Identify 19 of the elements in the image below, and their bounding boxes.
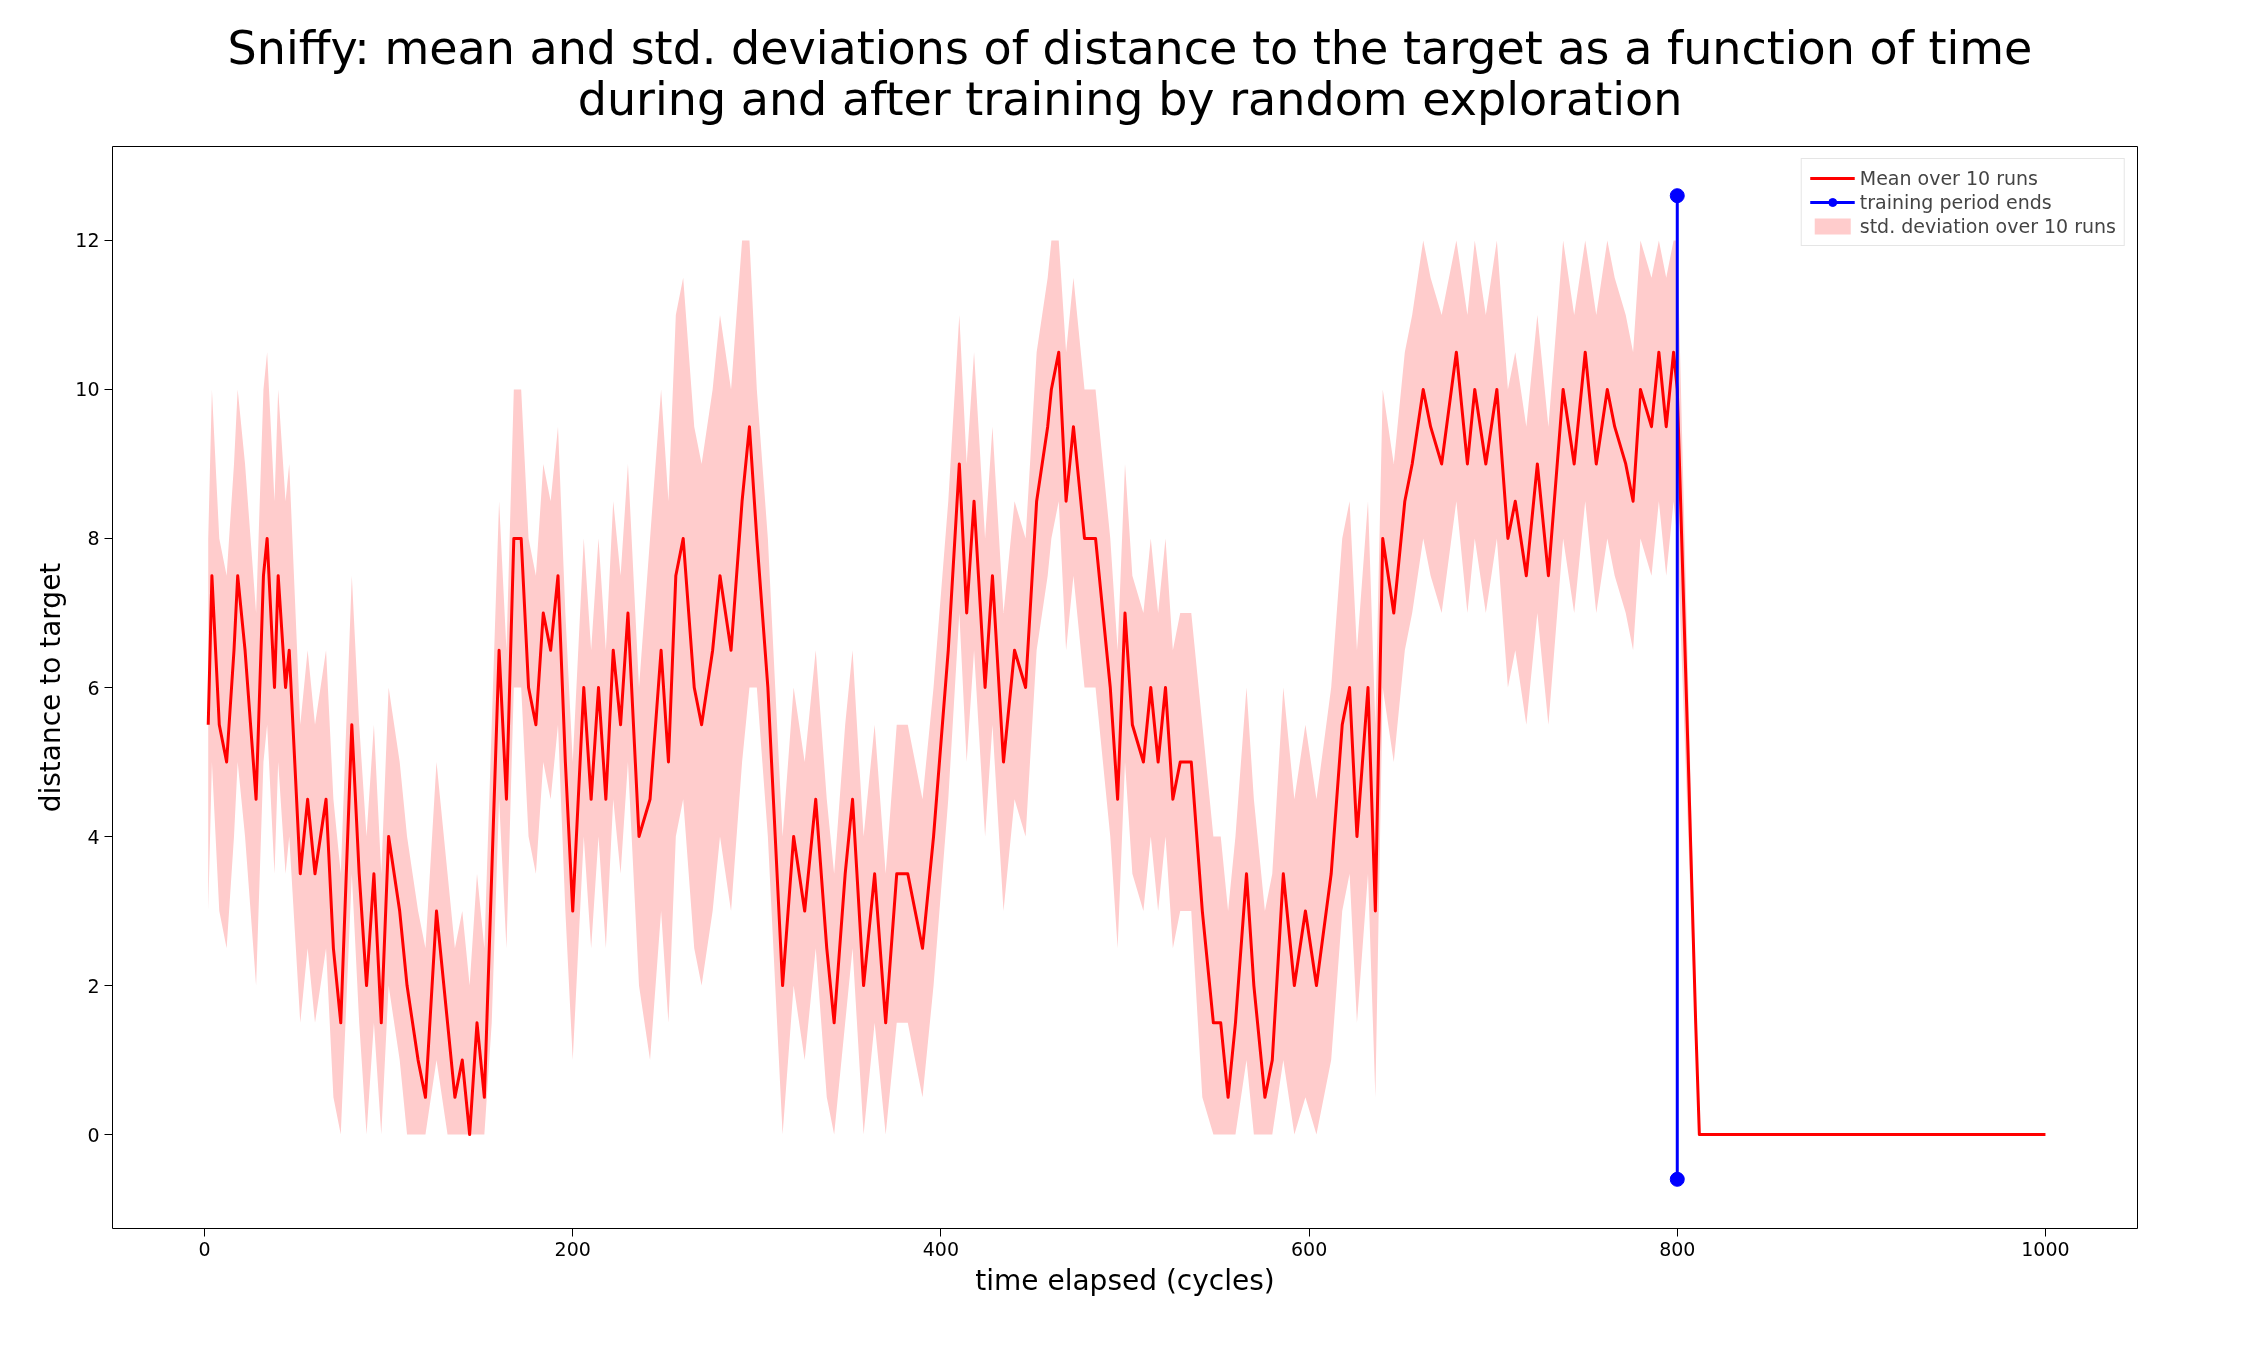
chart-title: Sniffy: mean and std. deviations of distance to the target as a function of time during and after training by random exploration [227, 21, 2033, 126]
y-tick-label: 2 [87, 974, 100, 997]
x-tick-label: 800 [1659, 1237, 1696, 1260]
x-axis-title: time elapsed (cycles) [975, 1263, 1275, 1297]
y-tick-label: 8 [87, 527, 100, 550]
y-tick-label: 6 [87, 676, 100, 699]
y-tick-label: 12 [75, 229, 100, 252]
x-tick-label: 1000 [2021, 1237, 2070, 1260]
y-tick-label: 0 [87, 1123, 100, 1146]
legend-label: training period ends [1859, 191, 2052, 213]
y-axis-title: distance to target [34, 562, 68, 813]
x-tick-label: 400 [922, 1237, 960, 1260]
x-tick-label: 0 [198, 1237, 211, 1260]
x-tick-label: 200 [554, 1237, 591, 1260]
legend-label: std. deviation over 10 runs [1859, 215, 2116, 237]
y-tick-label: 4 [87, 825, 100, 848]
legend-label: Mean over 10 runs [1859, 167, 2038, 189]
x-tick-label: 600 [1290, 1237, 1328, 1260]
y-tick-label: 10 [75, 378, 100, 401]
